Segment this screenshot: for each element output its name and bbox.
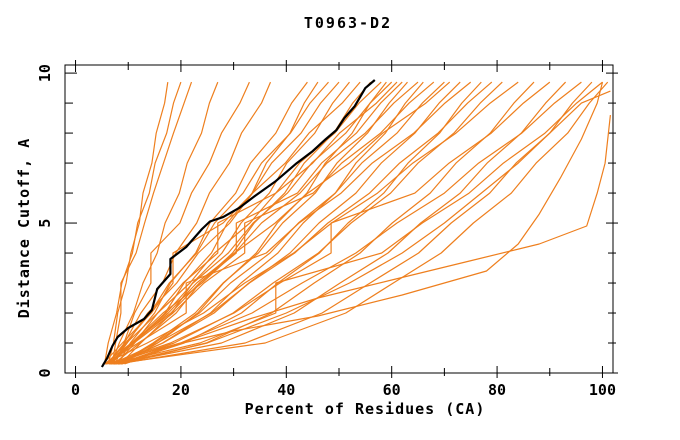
x-tick-label: 60: [383, 381, 401, 399]
model-curve: [124, 115, 611, 365]
model-curve: [115, 81, 567, 365]
model-curve: [110, 81, 603, 365]
x-axis-title: Percent of Residues (CA): [244, 400, 486, 418]
model-curve: [104, 81, 472, 365]
model-curve: [110, 81, 219, 365]
y-tick-label: 5: [36, 219, 54, 228]
model-curve: [110, 81, 361, 365]
chart-title: T0963-D2: [303, 14, 393, 32]
x-tick-label: 100: [589, 381, 616, 399]
model-curve: [122, 90, 611, 364]
model-curve: [109, 81, 551, 365]
model-curve: [105, 81, 382, 365]
model-curve: [107, 82, 169, 365]
model-curve: [103, 81, 182, 365]
model-curve: [119, 81, 482, 365]
y-tick-label: 10: [36, 64, 54, 82]
model-curve: [107, 81, 451, 365]
model-curve: [114, 81, 250, 365]
x-tick-label: 80: [488, 381, 506, 399]
y-axis-title: Distance Cutoff, A: [15, 137, 33, 319]
model-curve: [118, 81, 593, 365]
model-curve: [102, 81, 340, 365]
x-tick-label: 40: [277, 381, 295, 399]
model-curve: [108, 81, 393, 365]
model-curve: [104, 81, 403, 365]
model-curve: [105, 81, 582, 365]
model-curve: [117, 81, 308, 365]
model-curve: [115, 81, 461, 365]
model-curve: [117, 81, 604, 365]
model-curve: [111, 81, 193, 365]
target-curve: [100, 79, 376, 368]
x-tick-label: 20: [172, 381, 190, 399]
model-curve: [106, 81, 435, 365]
y-tick-label: 0: [36, 368, 54, 377]
model-curve: [116, 81, 398, 365]
model-curve: [111, 81, 493, 365]
model-curve: [109, 81, 419, 365]
model-curve: [113, 81, 609, 365]
x-tick-label: 0: [71, 381, 80, 399]
